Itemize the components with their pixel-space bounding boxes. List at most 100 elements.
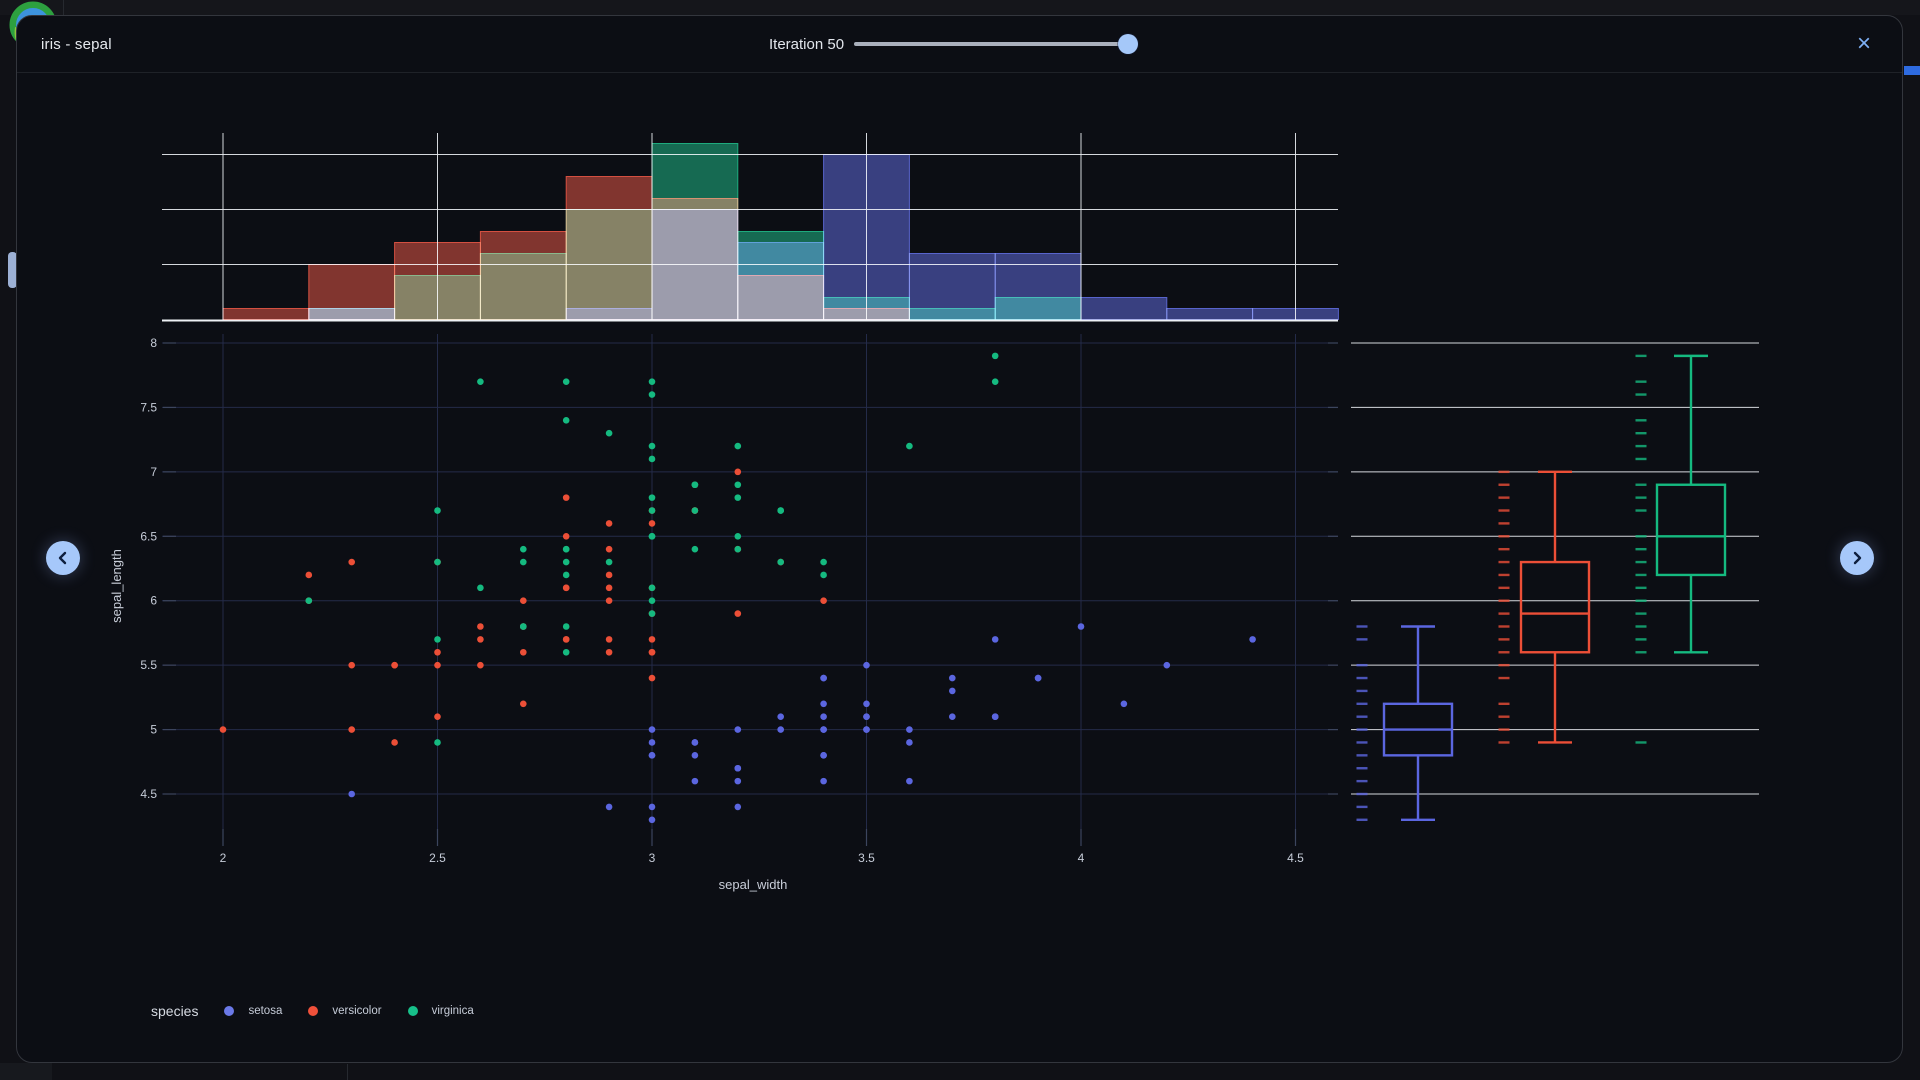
rug-mark-setosa [1356,663,1368,667]
rug-mark-setosa [1356,702,1368,706]
rug-mark-virginica [1635,560,1647,564]
scatter-point-virginica [820,558,827,566]
histogram-bar-setosa [823,154,910,320]
iteration-slider[interactable] [854,34,1139,54]
box-plots [1382,354,1727,821]
scatter-point-virginica [648,378,656,385]
rug-mark-virginica [1635,509,1647,512]
scatter-point-virginica [477,378,484,385]
histogram-bar-versicolor [222,308,310,320]
background-bottom-divider [347,1064,348,1080]
iteration-control: Iteration 50 [769,16,1139,72]
scatter-point-versicolor [734,468,742,476]
scatter-point-virginica [734,481,742,489]
y-tick-label: 6 [150,594,157,608]
sidebar-expand-handle[interactable] [8,252,17,288]
scatter-point-virginica [434,636,441,643]
scatter-point-versicolor [605,597,613,605]
x-axis-title: sepal_width [719,877,788,892]
rug-mark-virginica [1635,444,1647,448]
histogram-bar-setosa [737,242,825,320]
scatter-point-virginica [477,584,484,592]
scatter-point-virginica [305,597,313,605]
histogram-gridlines [162,133,1338,322]
legend-item-versicolor[interactable]: versicolor [308,1005,382,1017]
rug-mark-versicolor [1498,470,1510,474]
scatter-point-setosa [605,803,613,811]
histogram-bar-setosa [565,308,653,320]
x-tick-label: 2 [220,851,227,865]
scatter-point-versicolor [648,520,656,527]
chart-canvas[interactable]: 4.555.566.577.582 2.5 3 3.5 4 4.5sepal_widths… [17,72,1903,1063]
scatter-point-setosa [863,700,870,708]
scatter-point-virginica [648,442,656,450]
scatter-point-setosa [777,726,784,733]
legend-item-virginica[interactable]: virginica [407,1005,474,1017]
rug-mark-virginica [1635,651,1647,654]
scatter-point-versicolor [348,558,356,566]
scatter-point-virginica [562,378,570,385]
histogram-bar-setosa [1166,308,1254,320]
scatter-point-setosa [691,752,699,759]
slider-handle[interactable] [1118,34,1139,54]
scatter-point-setosa [348,790,356,798]
background-accent-bar [1904,66,1920,75]
iteration-label: Iteration 50 [769,35,845,53]
histogram-bar-virginica [479,253,567,320]
scatter-point-versicolor [434,713,441,720]
legend-item-label: virginica [431,1005,474,1017]
scatter-point-virginica [648,455,656,463]
rug-mark-virginica [1635,612,1647,615]
scatter-point-virginica [605,558,613,566]
y-tick-label: 8 [150,336,157,350]
background-top-strip [0,0,1920,15]
scatter-point-versicolor [605,648,613,656]
chart-legend: species setosa versicolor virginica [151,998,500,1024]
scatter-point-virginica [434,507,441,514]
scatter-point-versicolor [477,623,484,630]
scatter-point-versicolor [605,571,613,579]
slider-track[interactable] [854,42,1136,46]
rug-mark-versicolor [1498,535,1510,538]
rug-mark-virginica [1635,483,1647,486]
scatter-point-setosa [906,726,913,733]
rug-mark-virginica [1635,573,1647,577]
x-tick-label: 3.5 [858,851,875,865]
scatter-point-virginica [605,429,613,437]
close-button[interactable]: × [1851,16,1877,72]
histogram-bar-setosa [308,308,396,320]
scatter-point-virginica [648,610,656,617]
rug-mark-setosa [1356,715,1368,718]
dialog-header: iris - sepal Iteration 50 × [17,16,1902,73]
rug-mark-versicolor [1498,728,1510,731]
rug-mark-setosa [1356,779,1368,783]
scatter-point-virginica [734,532,742,540]
scatter-point-virginica [648,494,656,501]
legend-item-setosa[interactable]: setosa [224,1005,282,1017]
rug-mark-versicolor [1498,509,1510,512]
scatter-point-setosa [691,777,699,785]
rug-mark-versicolor [1498,663,1510,667]
scatter-point-setosa [1120,700,1128,708]
x-tick-label: 3 [649,851,656,865]
scatter-point-virginica [734,494,742,501]
scatter-point-versicolor [305,571,313,579]
scatter-point-versicolor [520,597,527,605]
x-tick-label: 4.5 [1287,851,1304,865]
scatter-point-setosa [949,674,956,682]
scatter-point-setosa [734,764,742,772]
scatter-point-virginica [562,571,570,579]
box-panel-gridlines [1328,342,1759,795]
rug-mark-virginica [1635,457,1647,461]
scatter-point-setosa [949,687,956,695]
scatter-point-virginica [991,352,999,360]
rug-mark-virginica [1635,393,1647,396]
scatter-point-setosa [777,713,784,720]
scatter-point-virginica [520,545,527,553]
chart-area: 4.5 5 5.5 6 6.5 7 7.5 8 2 2.5 3 3.5 4 4.5 sepal_width s… [17,72,1903,1063]
next-chart-button[interactable] [1840,541,1874,575]
box-versicolor [1519,560,1591,654]
histogram-bar-virginica [394,275,481,320]
previous-chart-button[interactable] [46,541,80,575]
scatter-point-setosa [820,726,827,733]
